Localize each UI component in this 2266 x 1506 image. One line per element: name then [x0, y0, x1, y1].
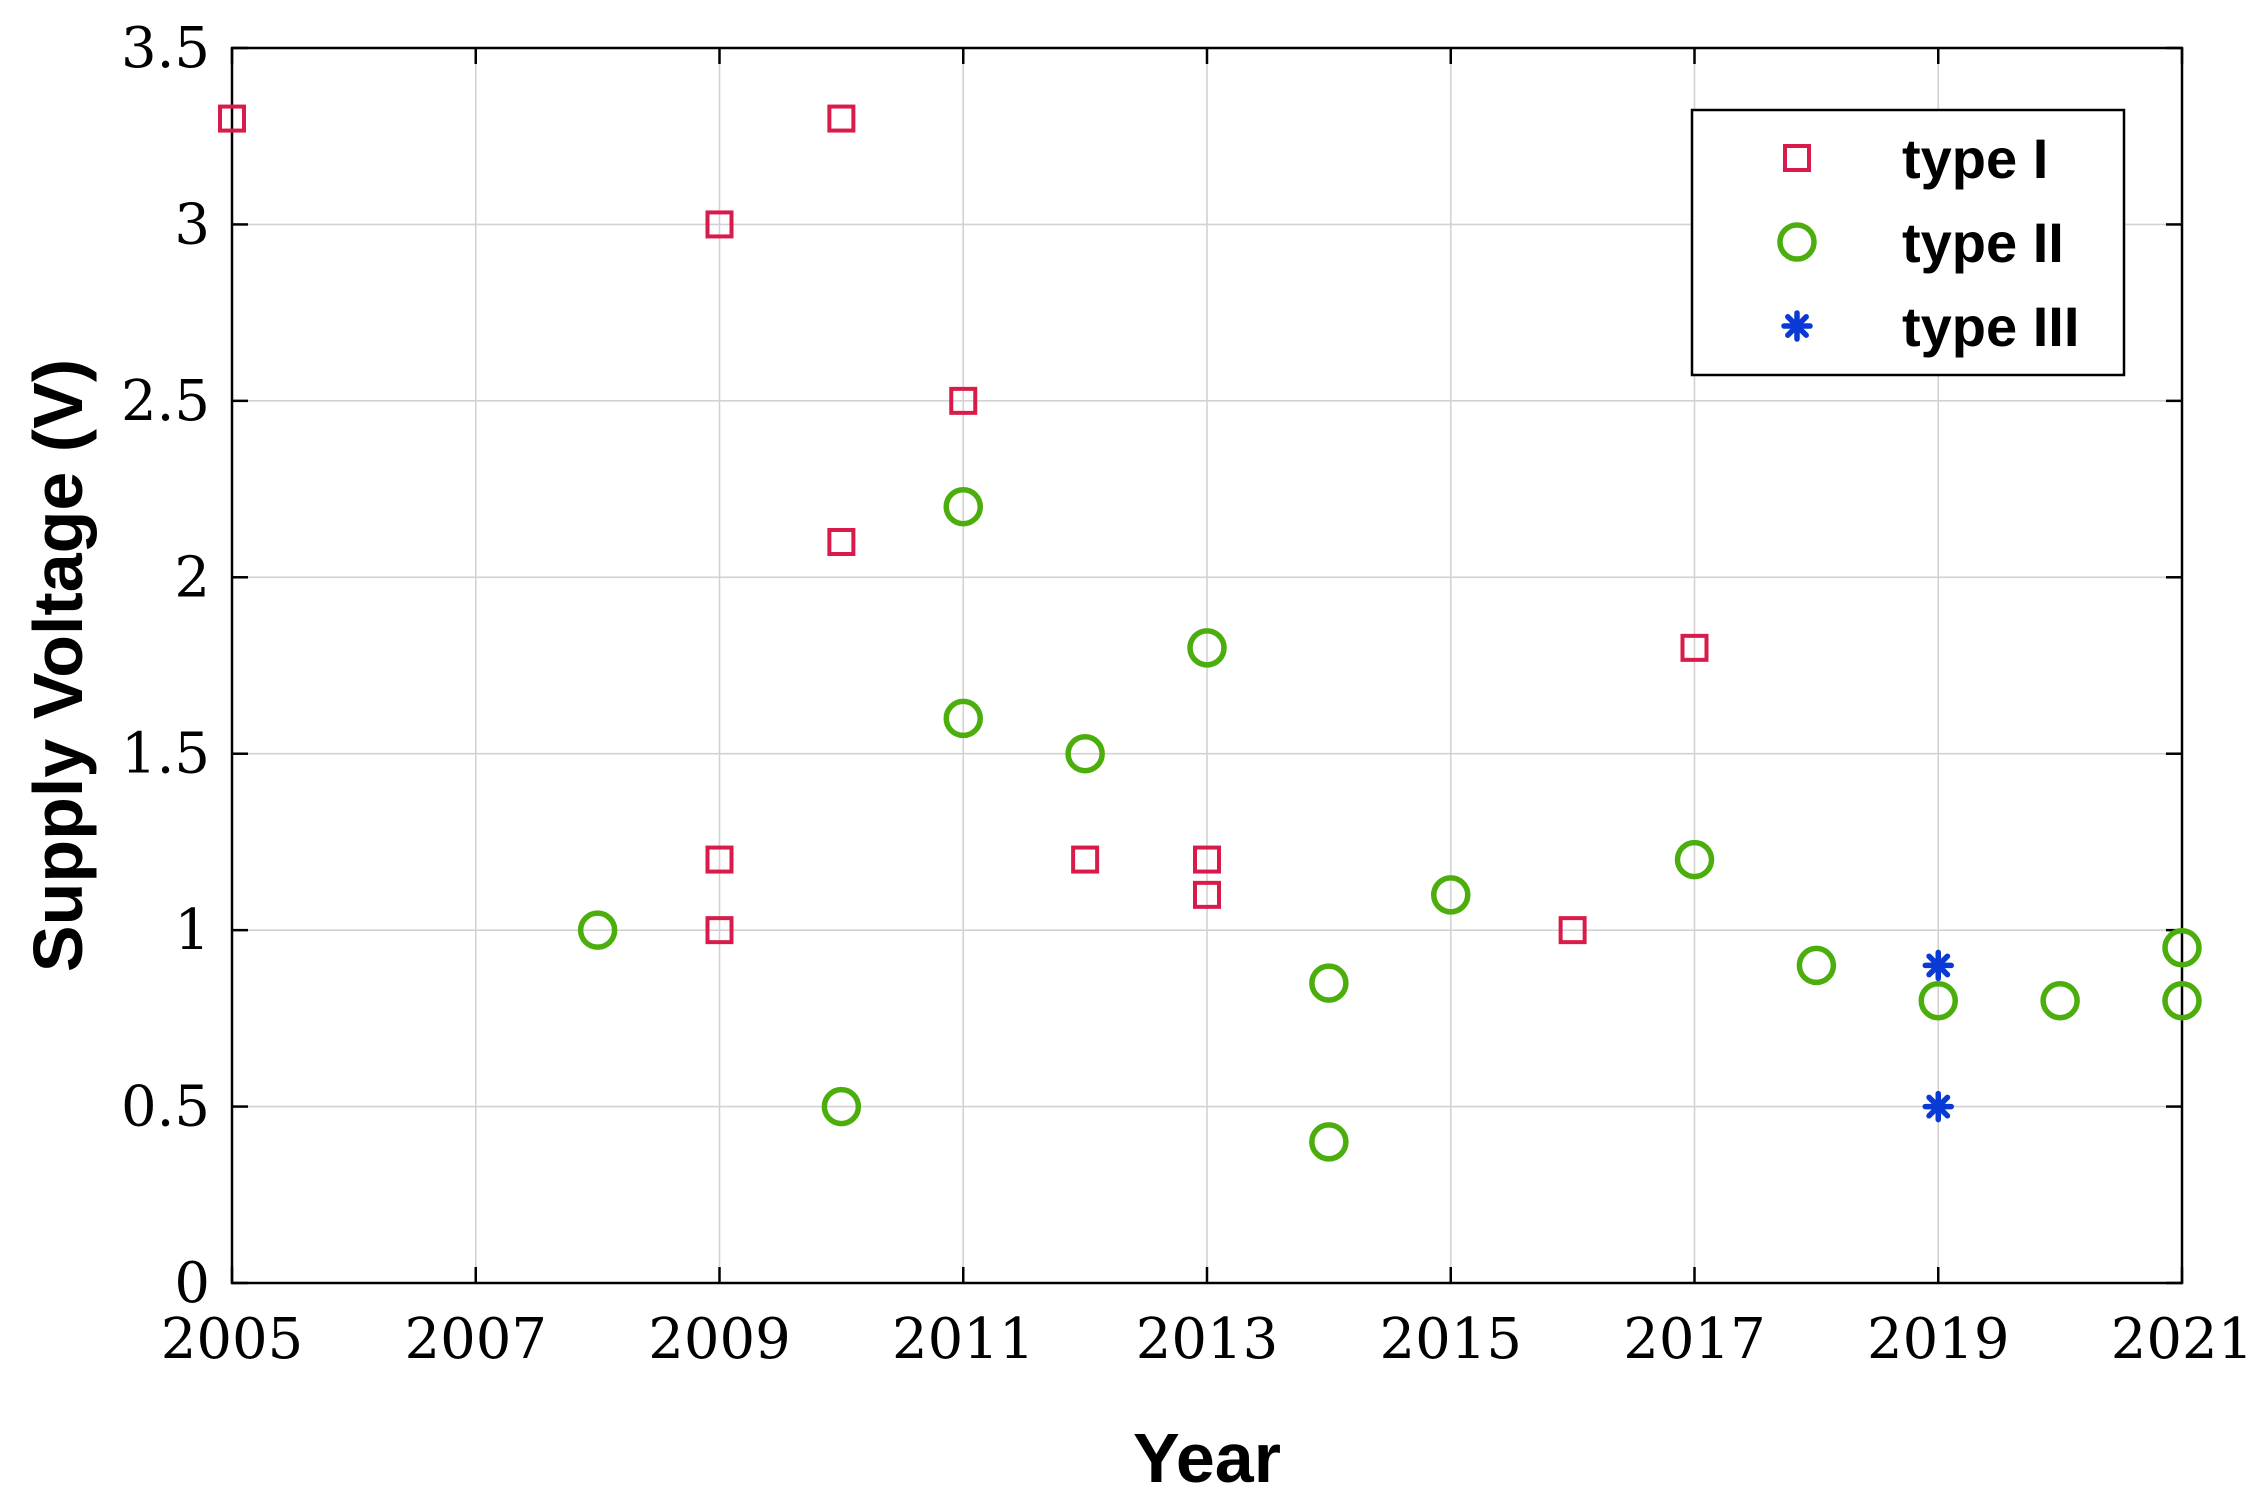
- legend-label: type II: [1902, 211, 2064, 274]
- data-point: [1680, 633, 1709, 662]
- y-tick-label: 0: [174, 1251, 210, 1316]
- data-point: [1922, 949, 1954, 982]
- data-point: [2040, 980, 2080, 1021]
- data-point: [705, 916, 734, 945]
- data-point: [1309, 1122, 1349, 1162]
- series-type-III: [1922, 949, 1954, 1123]
- data-point: [1187, 628, 1227, 668]
- y-tick-label: 3.5: [121, 16, 210, 81]
- legend-marker: [1783, 144, 1811, 172]
- x-tick-label: 2007: [404, 1307, 547, 1372]
- x-tick-label: 2021: [2111, 1307, 2254, 1372]
- data-point: [2162, 928, 2202, 968]
- x-axis-tick-labels: 2005 2007 2009 2011 2013 2015 2017 2019 2021: [161, 1307, 2254, 1372]
- y-tick-label: 1.5: [121, 722, 210, 787]
- data-point: [1674, 839, 1715, 880]
- y-axis-tick-labels: 0 0.5 1 1.5 2 2.5 3 3.5: [121, 16, 210, 1316]
- data-point: [827, 104, 856, 133]
- x-tick-label: 2011: [892, 1307, 1035, 1372]
- series-type-I: [218, 104, 1709, 945]
- series-type-II: [577, 486, 2202, 1162]
- data-point: [1796, 945, 1837, 986]
- data-point: [1309, 963, 1349, 1003]
- x-tick-label: 2013: [1136, 1307, 1279, 1372]
- y-tick-label: 3: [174, 192, 210, 257]
- x-axis-title: Year: [1133, 1419, 1281, 1497]
- data-point: [821, 1086, 862, 1127]
- data-point: [1922, 1090, 1954, 1123]
- y-tick-label: 0.5: [121, 1075, 210, 1140]
- x-tick-label: 2009: [648, 1307, 791, 1372]
- data-point: [705, 845, 734, 874]
- y-tick-label: 2.5: [121, 369, 210, 434]
- data-point: [943, 486, 983, 527]
- data-point: [705, 210, 734, 239]
- legend-items: type I type II type III: [1777, 127, 2079, 358]
- x-tick-label: 2017: [1623, 1307, 1766, 1372]
- x-tick-label: 2015: [1379, 1307, 1522, 1372]
- data-point: [218, 104, 246, 133]
- data-point: [2162, 980, 2202, 1021]
- legend-label: type III: [1902, 295, 2079, 358]
- x-tick-label: 2019: [1867, 1307, 2010, 1372]
- data-point: [943, 698, 983, 739]
- legend-box: [1690, 108, 2126, 377]
- data-point: [1071, 845, 1100, 874]
- x-tick-label: 2005: [161, 1307, 304, 1372]
- legend-marker: [1781, 310, 1813, 342]
- data-point: [577, 910, 618, 950]
- y-tick-label: 1: [174, 898, 210, 963]
- data-point: [1065, 733, 1105, 774]
- data-point: [827, 528, 856, 556]
- data-points: [218, 104, 2202, 1162]
- data-point: [1193, 880, 1221, 909]
- data-point: [1193, 845, 1221, 874]
- legend-marker: [1777, 222, 1817, 262]
- legend: type I type II type III: [1690, 108, 2126, 377]
- y-tick-label: 2: [174, 545, 210, 610]
- legend-label: type I: [1902, 127, 2048, 190]
- y-axis-title: Supply Voltage (V): [19, 359, 97, 972]
- data-point: [1558, 916, 1587, 945]
- axis-ticks: [230, 46, 2184, 1285]
- data-point: [1918, 980, 1958, 1021]
- data-point: [949, 386, 978, 415]
- data-point: [1431, 875, 1471, 915]
